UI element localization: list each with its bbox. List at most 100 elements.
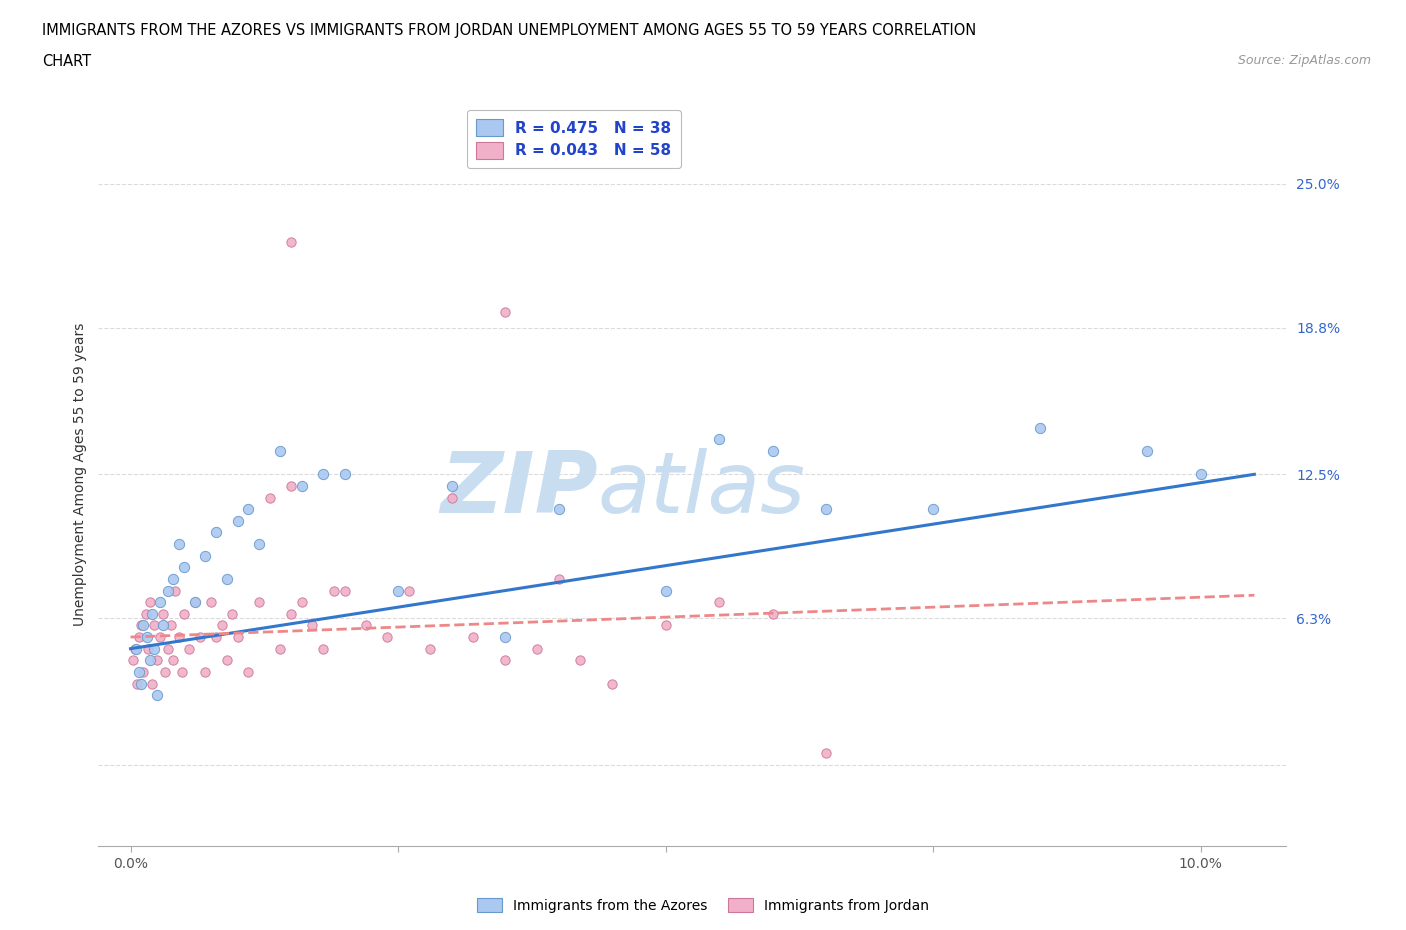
Point (143, 642, 166, 657)
Point (762, 444, 785, 458)
Point (280, 234, 302, 249)
Text: CHART: CHART (42, 54, 91, 69)
Point (205, 630, 228, 644)
Point (269, 642, 291, 657)
Point (188, 630, 211, 644)
Point (152, 606, 174, 621)
Point (333, 467, 356, 482)
Point (494, 653, 516, 668)
Point (149, 630, 172, 644)
Point (247, 595, 270, 610)
Point (200, 595, 222, 610)
Text: IMMIGRANTS FROM THE AZORES VS IMMIGRANTS FROM JORDAN UNEMPLOYMENT AMONG AGES 55 : IMMIGRANTS FROM THE AZORES VS IMMIGRANTS… (42, 23, 976, 38)
Point (146, 653, 169, 668)
Point (226, 630, 249, 644)
Point (139, 595, 162, 610)
Point (269, 444, 291, 458)
Point (179, 642, 201, 657)
Point (215, 653, 238, 668)
Point (134, 606, 156, 621)
Text: Source: ZipAtlas.com: Source: ZipAtlas.com (1237, 54, 1371, 67)
Point (156, 642, 179, 657)
Point (377, 630, 399, 644)
Point (211, 618, 233, 633)
Point (398, 583, 420, 598)
Point (238, 502, 260, 517)
Point (141, 606, 163, 621)
Point (419, 642, 441, 657)
Point (141, 676, 163, 691)
Point (815, 746, 838, 761)
Point (125, 676, 148, 691)
Point (221, 606, 243, 621)
Point (709, 595, 731, 610)
Point (247, 537, 270, 551)
Point (387, 583, 409, 598)
Y-axis label: Unemployment Among Ages 55 to 59 years: Unemployment Among Ages 55 to 59 years (73, 323, 87, 626)
Point (160, 618, 183, 633)
Point (129, 676, 152, 691)
Point (165, 583, 187, 598)
Point (143, 618, 166, 633)
Point (156, 583, 179, 598)
Point (709, 432, 731, 447)
Point (600, 676, 623, 691)
Point (167, 537, 190, 551)
Point (128, 630, 150, 644)
Point (167, 630, 190, 644)
Point (184, 595, 207, 610)
Legend: Immigrants from the Azores, Immigrants from Jordan: Immigrants from the Azores, Immigrants f… (471, 893, 935, 919)
Point (280, 479, 302, 494)
Point (136, 642, 159, 657)
Point (149, 595, 172, 610)
Point (162, 571, 184, 587)
Point (440, 479, 463, 494)
Point (124, 642, 146, 657)
Text: ZIP: ZIP (440, 447, 598, 531)
Point (135, 630, 157, 644)
Text: atlas: atlas (598, 447, 806, 531)
Point (146, 688, 169, 703)
Point (153, 664, 176, 679)
Point (547, 502, 569, 517)
Point (194, 664, 217, 679)
Point (128, 664, 150, 679)
Point (333, 583, 356, 598)
Point (291, 595, 314, 610)
Point (226, 513, 249, 528)
Point (1189, 467, 1212, 482)
Point (139, 653, 162, 668)
Point (654, 583, 676, 598)
Point (205, 525, 228, 539)
Point (238, 664, 260, 679)
Point (815, 502, 838, 517)
Point (322, 583, 344, 598)
Point (762, 606, 785, 621)
Point (162, 653, 184, 668)
Point (152, 618, 174, 633)
Point (354, 618, 377, 633)
Point (301, 618, 323, 633)
Point (312, 642, 335, 657)
Point (215, 571, 238, 587)
Point (461, 630, 484, 644)
Point (132, 618, 155, 633)
Point (1029, 420, 1052, 435)
Point (259, 490, 281, 505)
Point (170, 664, 193, 679)
Point (1136, 444, 1159, 458)
Point (494, 304, 516, 319)
Point (440, 490, 463, 505)
Point (173, 606, 195, 621)
Point (280, 606, 302, 621)
Point (312, 467, 335, 482)
Point (173, 560, 195, 575)
Point (121, 653, 143, 668)
Point (125, 642, 148, 657)
Point (654, 618, 676, 633)
Point (132, 664, 155, 679)
Legend: R = 0.475   N = 38, R = 0.043   N = 58: R = 0.475 N = 38, R = 0.043 N = 58 (467, 110, 681, 167)
Point (184, 595, 207, 610)
Point (547, 571, 569, 587)
Point (526, 642, 548, 657)
